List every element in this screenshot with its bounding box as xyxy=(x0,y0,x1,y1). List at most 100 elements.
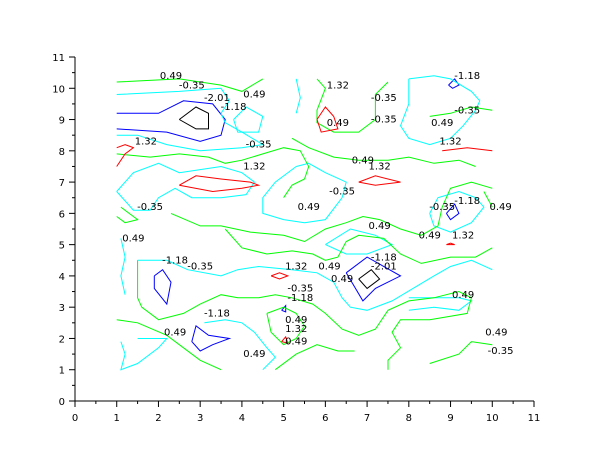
contour-label-4: 0.49 xyxy=(243,90,265,101)
contour-label-37: 0.49 xyxy=(452,290,474,301)
contour-label-23: 0.49 xyxy=(489,202,511,213)
x-tick-label-9: 9 xyxy=(447,413,453,424)
contour-line-14 xyxy=(137,259,493,311)
y-axis-ticks: 0 1 2 3 4 5 6 7 8 9 10 11 xyxy=(52,53,75,408)
x-tick-label-11: 11 xyxy=(528,413,541,424)
contour-label-36: -1.18 xyxy=(287,293,313,304)
contour-line-35 xyxy=(483,191,493,208)
contour-label-44: 0.49 xyxy=(243,349,265,360)
y-tick-label-1: 1 xyxy=(59,366,65,377)
contour-label-0: 0.49 xyxy=(160,71,182,82)
contour-line-29 xyxy=(224,228,493,264)
contour-line-37 xyxy=(116,144,135,167)
contour-label-34: 0.49 xyxy=(331,274,353,285)
contour-label-28: -1.18 xyxy=(162,255,188,266)
contour-label-10: 0.49 xyxy=(327,118,349,129)
contour-label-1: -0.35 xyxy=(179,80,205,91)
contour-label-39: 0.49 xyxy=(285,315,307,326)
contour-line-36 xyxy=(179,175,261,193)
contour-label-24: 0.49 xyxy=(368,221,390,232)
contour-label-30: 1.32 xyxy=(285,262,307,273)
contour-label-18: -0.35 xyxy=(329,187,355,198)
contour-line-16 xyxy=(408,297,473,311)
x-tick-label-0: 0 xyxy=(72,413,78,424)
contour-line-2 xyxy=(116,100,226,142)
contour-label-19: -1.18 xyxy=(454,196,480,207)
contour-label-8: -0.35 xyxy=(454,105,480,116)
x-tick-label-5: 5 xyxy=(280,413,286,424)
contour-label-35: -0.35 xyxy=(287,284,313,295)
contour-line-22 xyxy=(116,78,264,92)
contour-line-6 xyxy=(445,203,460,221)
contour-labels: 0.49-0.35-2.01-1.180.491.32-0.35-1.18-0.… xyxy=(122,71,513,360)
contour-line-28 xyxy=(116,206,139,224)
contour-label-40: 1.32 xyxy=(285,324,307,335)
contour-label-2: -2.01 xyxy=(204,93,230,104)
x-axis-ticks: 0 1 2 3 4 5 6 7 8 9 10 11 xyxy=(72,401,541,424)
contour-line-10 xyxy=(116,162,256,211)
y-tick-label-8: 8 xyxy=(59,147,65,158)
contour-line-23 xyxy=(116,147,310,198)
contour-line-34 xyxy=(429,341,493,364)
contour-line-13 xyxy=(325,228,394,255)
y-tick-label-9: 9 xyxy=(59,116,65,127)
contour-label-31: 0.49 xyxy=(318,262,340,273)
contour-line-15 xyxy=(204,319,276,371)
x-tick-label-3: 3 xyxy=(197,413,203,424)
contour-line-38 xyxy=(316,106,339,133)
contour-line-42 xyxy=(281,335,289,344)
x-tick-label-10: 10 xyxy=(486,413,499,424)
y-tick-label-3: 3 xyxy=(59,303,65,314)
x-tick-label-7: 7 xyxy=(364,413,370,424)
x-tick-label-1: 1 xyxy=(114,413,120,424)
y-tick-label-5: 5 xyxy=(59,241,65,252)
contour-label-3: -1.18 xyxy=(221,102,247,113)
x-tick-label-4: 4 xyxy=(239,413,245,424)
contour-line-1 xyxy=(358,269,381,290)
y-tick-label-6: 6 xyxy=(59,209,65,220)
contour-label-7: -1.18 xyxy=(454,71,480,82)
contour-line-0 xyxy=(179,106,209,130)
contour-line-33 xyxy=(275,344,355,371)
contour-line-39 xyxy=(358,175,401,186)
contour-line-26 xyxy=(429,106,493,117)
contour-label-6: -0.35 xyxy=(371,93,397,104)
contour-line-3 xyxy=(345,256,402,302)
contour-label-5: 1.32 xyxy=(327,80,349,91)
contour-label-43: 0.49 xyxy=(285,337,307,348)
contour-lines xyxy=(116,75,493,371)
contour-label-45: -0.35 xyxy=(488,346,514,357)
contour-line-27 xyxy=(170,181,493,243)
contour-label-26: 1.32 xyxy=(452,230,474,241)
contour-line-19 xyxy=(295,78,301,114)
contour-line-7 xyxy=(281,304,287,313)
contour-label-41: 0.49 xyxy=(164,327,186,338)
y-tick-label-7: 7 xyxy=(59,178,65,189)
contour-line-32 xyxy=(266,306,306,346)
contour-label-14: 1.32 xyxy=(439,137,461,148)
contour-line-17 xyxy=(429,190,485,233)
contour-line-8 xyxy=(448,78,460,89)
contour-line-24 xyxy=(316,78,389,133)
contour-line-20 xyxy=(120,238,126,295)
contour-label-16: 1.32 xyxy=(243,162,265,173)
contour-line-31 xyxy=(116,319,222,371)
y-tick-label-0: 0 xyxy=(59,397,65,408)
x-tick-label-6: 6 xyxy=(322,413,328,424)
contour-label-33: -2.01 xyxy=(371,262,397,273)
contour-label-25: 0.49 xyxy=(419,230,441,241)
contour-label-27: 0.49 xyxy=(122,234,144,245)
contour-line-40 xyxy=(442,147,493,152)
contour-line-12 xyxy=(262,162,347,224)
contour-line-30 xyxy=(137,260,472,370)
x-tick-label-8: 8 xyxy=(406,413,412,424)
contour-label-42: 0.49 xyxy=(485,327,507,338)
contour-line-4 xyxy=(153,268,172,306)
y-tick-label-4: 4 xyxy=(59,272,65,283)
contour-line-18 xyxy=(399,75,481,146)
x-tick-label-2: 2 xyxy=(155,413,161,424)
contour-line-43 xyxy=(446,242,455,246)
contour-line-11 xyxy=(233,106,264,133)
contour-line-5 xyxy=(191,325,232,352)
